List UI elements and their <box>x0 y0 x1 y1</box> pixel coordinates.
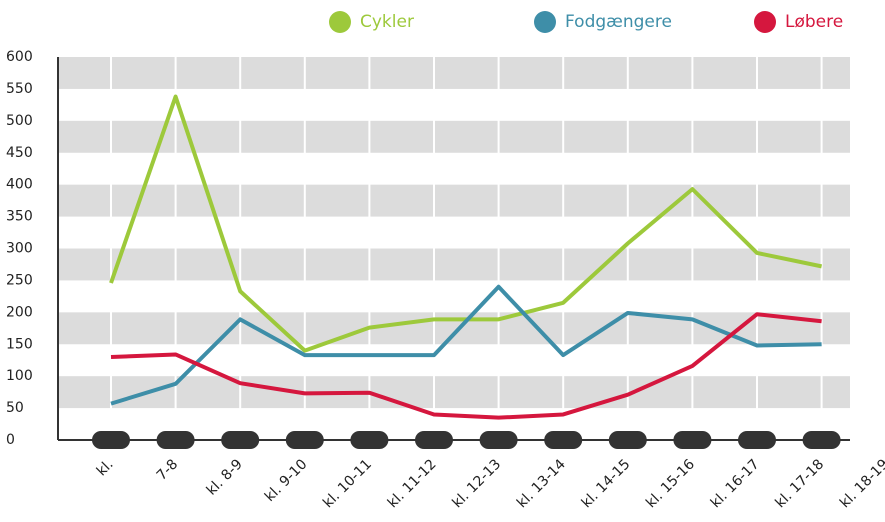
x-tick-label: kl. 12-13 <box>449 456 504 511</box>
x-tick-label: kl. 11-12 <box>385 456 440 511</box>
x-marker <box>479 431 518 449</box>
x-tick-label: kl. 16-17 <box>708 456 763 511</box>
grid-band <box>58 248 850 281</box>
y-tick-label: 550 <box>6 81 33 97</box>
x-marker <box>156 431 195 449</box>
legend-label: Løbere <box>785 12 843 32</box>
x-tick-label: kl. 14-15 <box>579 456 634 511</box>
legend-label: Fodgængere <box>565 12 672 32</box>
grid-band <box>58 376 850 409</box>
x-tick-label: 7-8 <box>154 456 181 483</box>
x-tick-label: kl. <box>94 456 117 479</box>
x-tick-label: kl. 15-16 <box>643 456 698 511</box>
y-tick-label: 50 <box>6 400 24 416</box>
x-marker <box>92 431 130 449</box>
x-marker <box>350 431 389 449</box>
legend-item: Fodgængere <box>534 11 672 33</box>
x-marker <box>285 431 324 449</box>
x-tick-label: kl. 13-14 <box>514 456 569 511</box>
legend-swatch <box>329 11 351 33</box>
legend-swatch <box>754 11 776 33</box>
x-marker <box>544 431 583 449</box>
grid-band <box>58 57 850 89</box>
x-tick-label: kl. 10-11 <box>320 456 375 511</box>
legend-swatch <box>534 11 556 33</box>
x-tick-label: kl. 9-10 <box>262 456 311 505</box>
x-tick-label: kl. 17-18 <box>772 456 827 511</box>
legend-item: Løbere <box>754 11 843 33</box>
y-tick-label: 200 <box>6 304 33 320</box>
y-tick-label: 500 <box>6 113 33 129</box>
x-tick-label: kl. 18-19 <box>837 456 885 511</box>
y-tick-label: 450 <box>6 145 33 161</box>
y-tick-label: 300 <box>6 241 33 257</box>
x-marker <box>673 431 712 449</box>
y-tick-label: 600 <box>6 49 33 65</box>
y-tick-label: 250 <box>6 272 33 288</box>
legend-label: Cykler <box>360 12 414 32</box>
x-marker <box>221 431 260 449</box>
x-tick-label: kl. 8-9 <box>204 456 246 498</box>
x-marker <box>608 431 647 449</box>
y-tick-label: 150 <box>6 336 33 352</box>
grid-band <box>58 312 850 345</box>
line <box>110 284 822 406</box>
y-tick-label: 350 <box>6 209 33 225</box>
x-marker <box>415 431 453 449</box>
y-tick-label: 100 <box>6 368 33 384</box>
y-tick-label: 400 <box>6 177 33 193</box>
grid-band <box>58 120 850 153</box>
line <box>110 312 822 420</box>
x-marker <box>738 431 776 449</box>
y-tick-label: 0 <box>6 432 15 448</box>
grid-band <box>58 184 850 217</box>
x-marker <box>802 431 841 449</box>
legend-item: Cykler <box>329 11 414 33</box>
